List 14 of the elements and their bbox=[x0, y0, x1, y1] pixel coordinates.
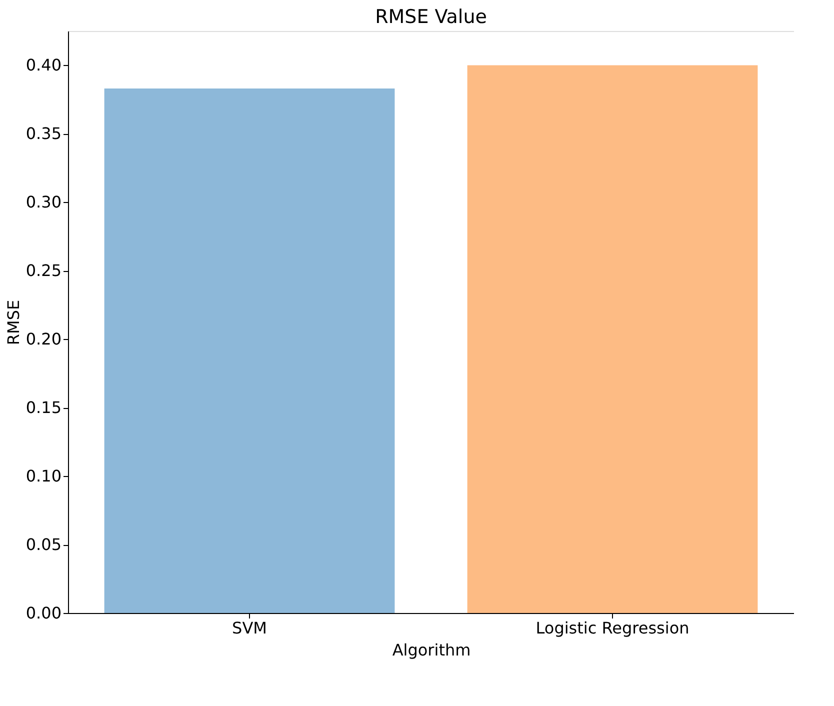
y-tick-label: 0.30 bbox=[26, 192, 62, 212]
y-tick-label: 0.10 bbox=[26, 466, 62, 486]
y-tick-label: 0.05 bbox=[26, 535, 62, 554]
y-axis-title: RMSE bbox=[4, 300, 23, 346]
y-tick-label: 0.00 bbox=[26, 604, 62, 622]
x-tick-label: SVM bbox=[232, 618, 267, 638]
x-axis-title: Algorithm bbox=[392, 640, 471, 660]
chart-title: RMSE Value bbox=[375, 6, 487, 28]
x-tick-label: Logistic Regression bbox=[536, 618, 690, 638]
y-tick-label: 0.25 bbox=[26, 261, 62, 280]
y-tick-label: 0.15 bbox=[26, 398, 62, 418]
y-tick-label: 0.20 bbox=[26, 330, 62, 349]
y-tick-label: 0.35 bbox=[26, 124, 62, 144]
y-tick-label: 0.40 bbox=[26, 56, 62, 75]
